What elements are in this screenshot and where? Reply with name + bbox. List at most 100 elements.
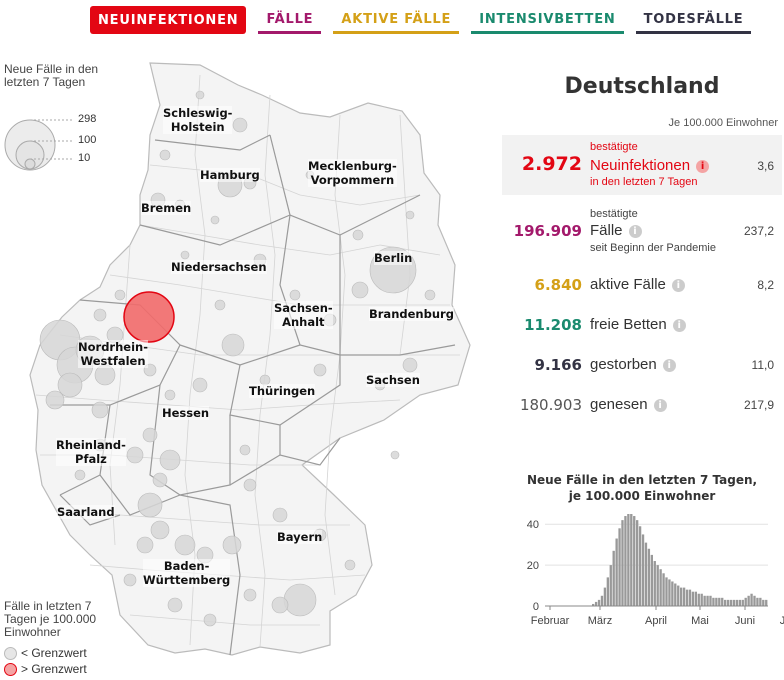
case-bubble — [192, 377, 208, 393]
case-bubble — [351, 281, 369, 299]
chart-bar — [609, 565, 612, 606]
case-bubble — [243, 478, 257, 492]
cases-chart[interactable]: 0 20 40 Februar März April Mai Juni Juli — [500, 508, 784, 632]
state-border — [139, 214, 291, 246]
info-icon[interactable]: i — [662, 359, 676, 372]
stat-label-text: Fälle — [590, 222, 623, 239]
chart-bar — [650, 554, 653, 606]
chart-bar — [747, 595, 750, 606]
state-label-niedersachsen: Niedersachsen — [171, 260, 267, 274]
color-legend-below: < Grenzwert — [4, 646, 87, 660]
chart-title: Neue Fälle in den letzten 7 Tagen, je 100… — [526, 473, 758, 503]
chart-bar — [688, 589, 692, 606]
chart-bar — [606, 577, 609, 606]
tab-aktive-faelle[interactable]: AKTIVE FÄLLE — [333, 6, 460, 34]
tab-intensivbetten[interactable]: INTENSIVBETTEN — [471, 6, 624, 34]
state-label-berlin: Berlin — [374, 251, 413, 265]
info-icon[interactable]: i — [671, 279, 685, 292]
stat-label-text: Neuinfektionen — [590, 157, 691, 174]
info-icon[interactable]: i — [653, 399, 667, 412]
chart-bar — [744, 597, 747, 606]
stat-small-bottom-neuinfektionen: in den letzten 7 Tagen — [590, 176, 698, 188]
stat-value-faelle: 196.909 — [513, 222, 582, 240]
chart-bar — [636, 520, 639, 606]
state-label-schleswig-holstein: Schleswig- Holstein — [163, 106, 233, 134]
chart-y-tick-label: 20 — [527, 560, 539, 572]
color-legend-title: Fälle in letzten 7 Tagen je 100.000 Einw… — [4, 599, 97, 639]
chart-bar — [644, 542, 648, 606]
case-bubble — [405, 210, 415, 220]
chart-x-tick-label: Mai — [691, 615, 709, 627]
size-legend-value-large: 298 — [78, 113, 97, 125]
stat-value-freie-betten: 11.208 — [524, 316, 582, 334]
germany-map[interactable]: Schleswig- Holstein Mecklenburg- Vorpommer… — [0, 55, 500, 675]
state-label-hessen: Hessen — [162, 406, 210, 420]
stat-row-neuinfektionen[interactable]: 2.972 bestätigte Neuinfektionen i in den … — [502, 135, 778, 195]
case-bubble — [123, 573, 137, 587]
chart-bar — [759, 597, 762, 606]
stat-small-top-neuinfektionen: bestätigte — [590, 141, 638, 153]
case-bubble — [150, 520, 170, 540]
stat-rate-faelle: 237,2 — [743, 224, 774, 238]
info-icon[interactable]: i — [628, 225, 642, 238]
state-label-thueringen: Thüringen — [249, 384, 316, 398]
info-icon[interactable]: i — [696, 160, 710, 173]
chart-bar — [662, 573, 665, 606]
color-legend-above: > Grenzwert — [4, 662, 87, 676]
case-bubble — [136, 536, 154, 554]
case-bubble — [195, 90, 205, 100]
chart-x-tick-label: Juli — [780, 615, 784, 627]
tab-faelle[interactable]: FÄLLE — [258, 6, 322, 34]
hotspot-bubble[interactable] — [123, 291, 175, 343]
state-label-nordrhein-westfalen: Nordrhein- Westfalen — [78, 340, 148, 368]
chart-bar — [665, 577, 668, 606]
stat-row-aktive-faelle[interactable]: 6.840 aktive Fälle i 8,2 — [502, 272, 778, 312]
chart-bar — [682, 587, 686, 606]
case-bubble — [424, 289, 436, 301]
case-bubble — [126, 446, 144, 464]
chart-bar — [597, 599, 601, 606]
chart-bar — [633, 516, 636, 606]
state-label-rheinland-pfalz: Rheinland- Pfalz — [56, 438, 126, 466]
district-line — [139, 224, 441, 256]
district-line — [129, 614, 320, 626]
chart-bar — [721, 597, 724, 606]
stat-row-genesen[interactable]: 180.903 genesen i 217,9 — [502, 392, 778, 432]
case-bubble — [174, 534, 196, 556]
stat-row-gestorben[interactable]: 9.166 gestorben i 11,0 — [502, 352, 778, 392]
stat-rate-gestorben: 11,0 — [751, 358, 774, 372]
stat-label-faelle: Fälle i — [590, 222, 642, 239]
case-bubble — [159, 149, 171, 161]
stat-label-text: genesen — [590, 396, 648, 413]
stat-row-freie-betten[interactable]: 11.208 freie Betten i — [502, 312, 778, 352]
chart-x-tick-label: März — [588, 615, 612, 627]
chart-bar — [656, 565, 659, 606]
tab-todesfaelle[interactable]: TODESFÄLLE — [635, 6, 752, 34]
chart-bar — [615, 538, 618, 606]
stat-label-neuinfektionen: Neuinfektionen i — [590, 157, 710, 174]
tab-neuinfektionen[interactable]: NEUINFEKTIONEN — [90, 6, 247, 34]
size-legend-circle-small — [24, 158, 36, 170]
chart-bar — [659, 569, 662, 606]
chart-bar — [706, 595, 709, 606]
chart-bar — [709, 595, 712, 606]
state-border — [99, 474, 181, 516]
state-label-mecklenburg-vorpommern: Mecklenburg- Vorpommern — [308, 159, 397, 187]
chart-bar — [677, 585, 680, 606]
chart-bar — [612, 550, 615, 606]
case-bubble — [93, 308, 107, 322]
state-label-sachsen-anhalt: Sachsen- Anhalt — [274, 301, 333, 329]
case-bubble — [271, 596, 289, 614]
chart-y-tick-label: 0 — [533, 601, 539, 613]
case-bubble — [167, 597, 183, 613]
chart-bar — [638, 526, 642, 606]
stat-row-faelle[interactable]: 196.909 bestätigte Fälle i seit Beginn de… — [502, 205, 778, 259]
chart-y-tick-label: 40 — [527, 519, 539, 531]
info-icon[interactable]: i — [672, 319, 686, 332]
size-legend-value-small: 10 — [78, 152, 91, 164]
color-legend-below-label: < Grenzwert — [21, 646, 87, 660]
state-label-bayern: Bayern — [277, 530, 323, 544]
case-bubble — [91, 401, 109, 419]
chart-bar — [680, 587, 683, 606]
stat-value-aktive-faelle: 6.840 — [534, 276, 582, 294]
